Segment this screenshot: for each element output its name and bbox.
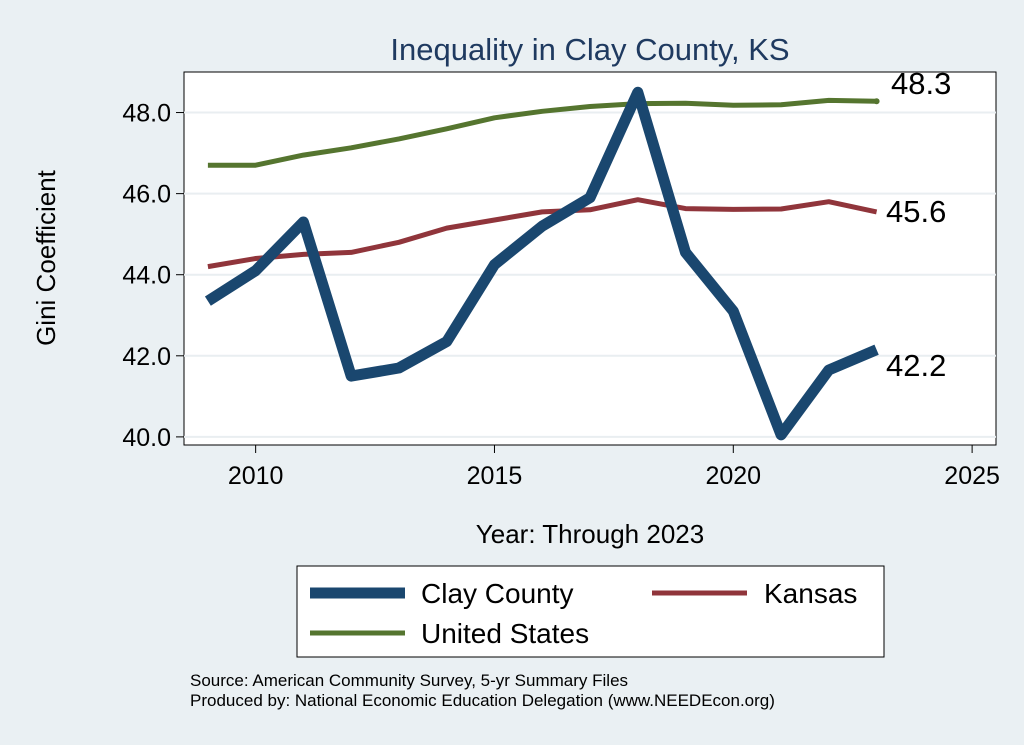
y-tick-label: 44.0 [122,262,171,290]
end-labels: 42.2 45.6 48.3 [886,66,951,383]
y-tick-label: 48.0 [122,100,171,128]
series-line-united-states [207,97,877,168]
x-tick-label: 2010 [228,462,284,490]
x-tick-label: 2025 [944,462,1000,490]
end-label-united-states: 48.3 [891,66,951,101]
y-tick-label: 40.0 [122,424,171,452]
y-axis-title: Gini Coefficient [31,169,61,346]
series-line-kansas [207,197,878,270]
chart-title: Inequality in Clay County, KS [390,32,789,67]
x-tick-label: 2015 [467,462,523,490]
source-line: Source: American Community Survey, 5-yr … [190,671,628,690]
axis-ticks: 40.0 42.0 44.0 46.0 48.0 2010 2015 2020 2025 [122,100,1000,490]
plot-area [183,71,997,446]
legend-label-clay-county: Clay County [421,578,574,609]
x-tick-label: 2020 [705,462,761,490]
y-tick-label: 46.0 [122,181,171,209]
end-label-clay-county: 42.2 [886,348,946,383]
series-lines [204,86,880,441]
x-axis-title: Year: Through 2023 [476,519,704,549]
end-label-kansas: 45.6 [886,194,946,229]
series-line-clay-county [204,86,879,441]
end-point-marker-united-states [873,98,880,105]
legend-label-united-states: United States [421,618,589,649]
produced-by-line: Produced by: National Economic Education… [190,691,775,710]
legend-box [296,565,885,658]
legend-label-kansas: Kansas [764,578,857,609]
y-tick-label: 42.0 [122,343,171,371]
